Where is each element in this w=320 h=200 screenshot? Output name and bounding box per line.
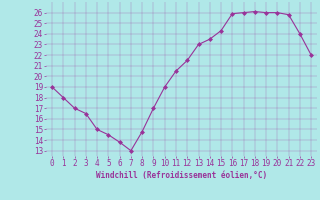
X-axis label: Windchill (Refroidissement éolien,°C): Windchill (Refroidissement éolien,°C) (96, 171, 267, 180)
